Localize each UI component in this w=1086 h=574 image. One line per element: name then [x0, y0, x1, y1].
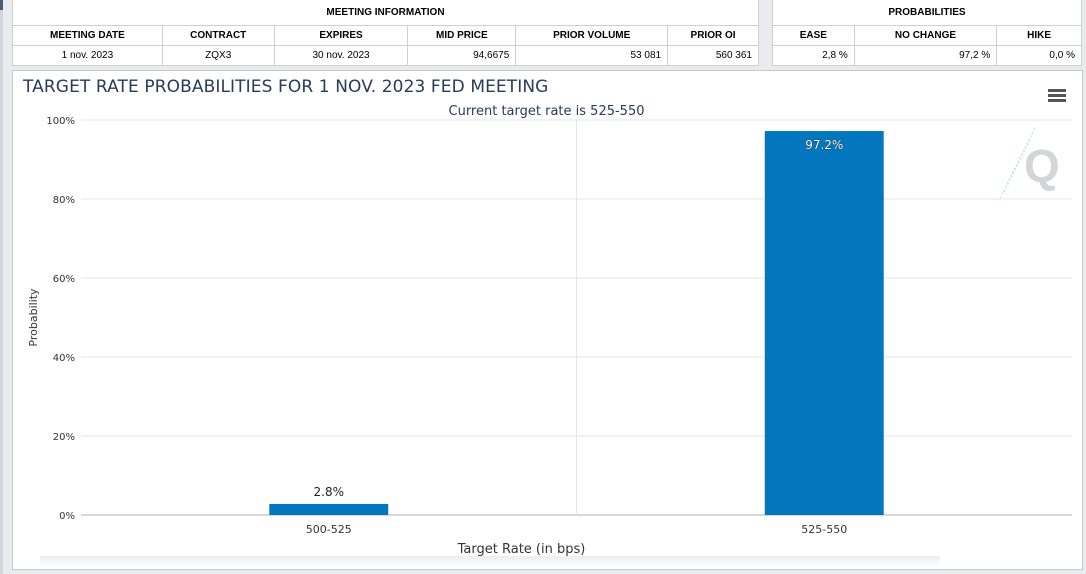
data-label: 97.2%	[805, 138, 843, 152]
y-tick-label: 80%	[53, 195, 75, 206]
contract-value: ZQX3	[161, 45, 275, 66]
meeting-information-header: MEETING INFORMATION	[12, 0, 759, 26]
grid-layer	[81, 119, 1072, 516]
col-prior-oi: PRIOR OI	[667, 25, 759, 46]
col-hike: HIKE	[996, 25, 1082, 46]
bar	[269, 503, 389, 515]
hike-value: 0,0 %	[996, 45, 1082, 66]
y-tick-label: 100%	[46, 116, 75, 127]
window-edge-marker	[0, 0, 3, 10]
bar-layer	[269, 131, 884, 515]
col-expires: EXPIRES	[273, 25, 409, 46]
meeting-information-table: MEETING INFORMATION MEETING DATE CONTRAC…	[12, 0, 759, 66]
chart-subtitle: Current target rate is 525-550	[449, 104, 645, 119]
quikstrike-logo-icon: Q	[999, 125, 1060, 199]
y-tick-label: 40%	[53, 353, 75, 364]
ease-value: 2,8 %	[772, 45, 855, 66]
data-label: 2.8%	[314, 485, 345, 499]
x-tick-label: 525-550	[801, 523, 847, 536]
bar	[764, 131, 884, 515]
label-layer: 0% 20% 40% 60% 80% 100% 2.8% 500-525 97.2% 525-55…	[27, 104, 847, 557]
y-tick-label: 20%	[53, 432, 75, 443]
no-change-value: 97,2 %	[853, 45, 998, 66]
col-no-change: NO CHANGE	[853, 25, 998, 46]
col-prior-volume: PRIOR VOLUME	[515, 25, 669, 46]
y-axis-title: Probability	[27, 288, 40, 347]
expires-value: 30 nov. 2023	[273, 45, 409, 66]
x-axis-title: Target Rate (in bps)	[457, 542, 586, 557]
probabilities-table: PROBABILITIES EASE NO CHANGE HIKE 2,8 % …	[772, 0, 1082, 66]
svg-text:Q: Q	[1024, 140, 1060, 192]
col-meeting-date: MEETING DATE	[12, 25, 163, 46]
mid-price-value: 94,6675	[407, 45, 517, 66]
x-tick-label: 500-525	[306, 523, 352, 536]
col-mid-price: MID PRICE	[407, 25, 517, 46]
y-tick-label: 0%	[59, 511, 75, 522]
prior-volume-value: 53 081	[515, 45, 669, 66]
panel-shadow	[40, 556, 940, 568]
meeting-date-value: 1 nov. 2023	[12, 45, 163, 66]
probabilities-header: PROBABILITIES	[772, 0, 1082, 26]
y-tick-label: 60%	[53, 274, 75, 285]
col-ease: EASE	[772, 25, 855, 46]
menu-icon[interactable]	[1048, 89, 1066, 103]
probability-chart: 0% 20% 40% 60% 80% 100% 2.8% 500-525 97.2% 525-55…	[27, 104, 1072, 557]
chart-panel: 0% 20% 40% 60% 80% 100% 2.8% 500-525 97.2% 525-55…	[12, 70, 1083, 570]
col-contract: CONTRACT	[161, 25, 275, 46]
prior-oi-value: 560 361	[667, 45, 759, 66]
window-edge	[0, 0, 3, 574]
chart-title: TARGET RATE PROBABILITIES FOR 1 NOV. 202…	[23, 77, 549, 97]
